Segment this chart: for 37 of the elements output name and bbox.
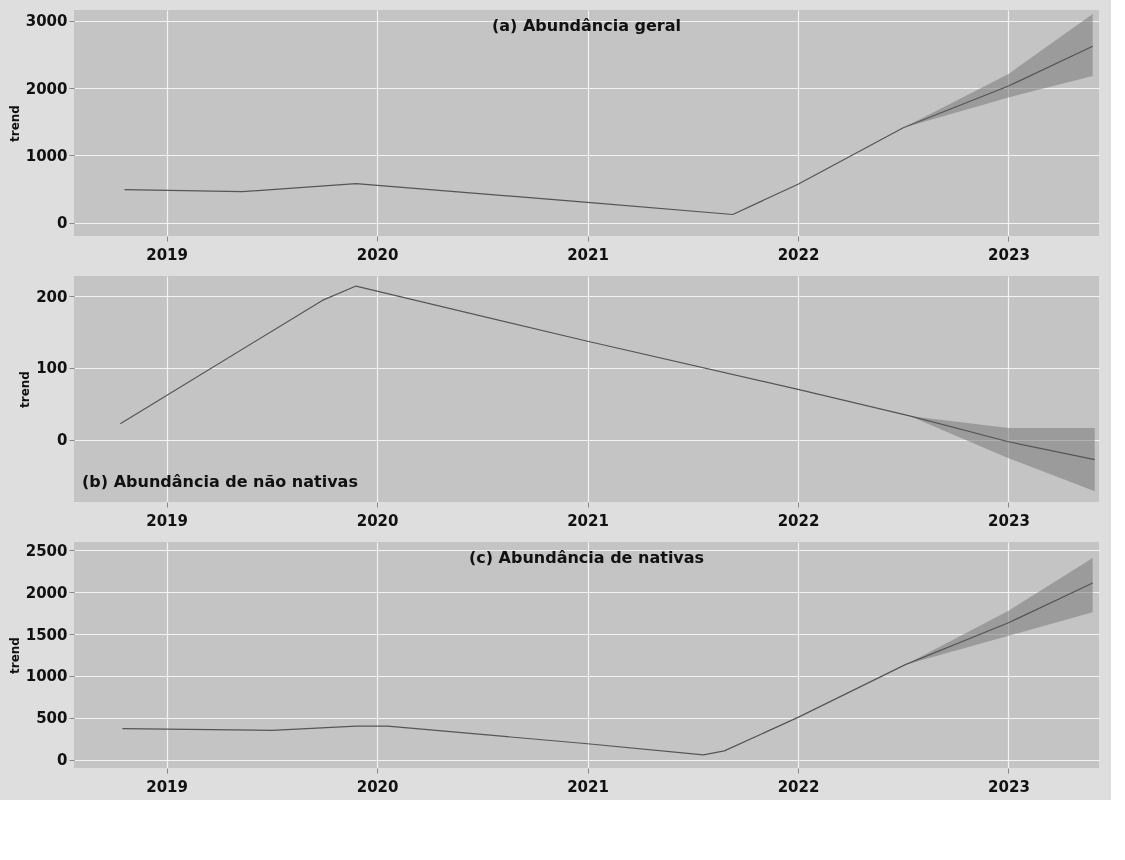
line-series: [119, 285, 1096, 461]
y-tick-label: 3000: [25, 12, 68, 31]
x-tick-label: 2020: [356, 511, 399, 530]
y-tick-label: 2000: [25, 583, 68, 602]
line-series: [121, 582, 1094, 756]
y-tick-label: 2000: [25, 79, 68, 98]
x-tick-label: 2019: [146, 777, 188, 796]
x-tick-label: 2019: [146, 511, 188, 530]
x-tick-label: 2023: [988, 245, 1030, 264]
y-tick-label: 1500: [25, 625, 68, 644]
y-tick-label: 0: [57, 214, 68, 233]
y-tick-label: 500: [36, 709, 68, 728]
x-tick-label: 2022: [777, 245, 820, 264]
text: (b) Abundância de não nativas: [82, 472, 358, 491]
chart-title: (c) Abundância de nativas: [468, 548, 705, 567]
y-axis-title: trend: [7, 105, 22, 142]
y-tick-label: 100: [36, 359, 68, 378]
x-tick-label: 2022: [777, 511, 820, 530]
x-tick-label: 2020: [356, 245, 399, 264]
line-series: [123, 45, 1094, 216]
y-axis-title: trend: [18, 371, 33, 408]
y-tick-label: 0: [57, 751, 68, 770]
x-tick-label: 2019: [146, 245, 188, 264]
x-tick-label: 2023: [988, 511, 1030, 530]
x-tick-label: 2021: [567, 511, 609, 530]
y-axis-title: trend: [7, 637, 22, 674]
chart-title: (a) Abundância geral: [491, 16, 682, 35]
x-tick-label: 2021: [567, 245, 609, 264]
y-tick-label: 1000: [25, 146, 68, 165]
y-tick-label: 0: [57, 431, 68, 450]
y-tick-label: 200: [36, 287, 68, 306]
x-tick-label: 2023: [988, 777, 1030, 796]
x-tick-label: 2020: [356, 777, 399, 796]
x-tick-label: 2022: [777, 777, 820, 796]
y-tick-label: 1000: [25, 667, 68, 686]
y-tick-label: 2500: [25, 541, 68, 560]
x-tick-label: 2021: [567, 777, 609, 796]
